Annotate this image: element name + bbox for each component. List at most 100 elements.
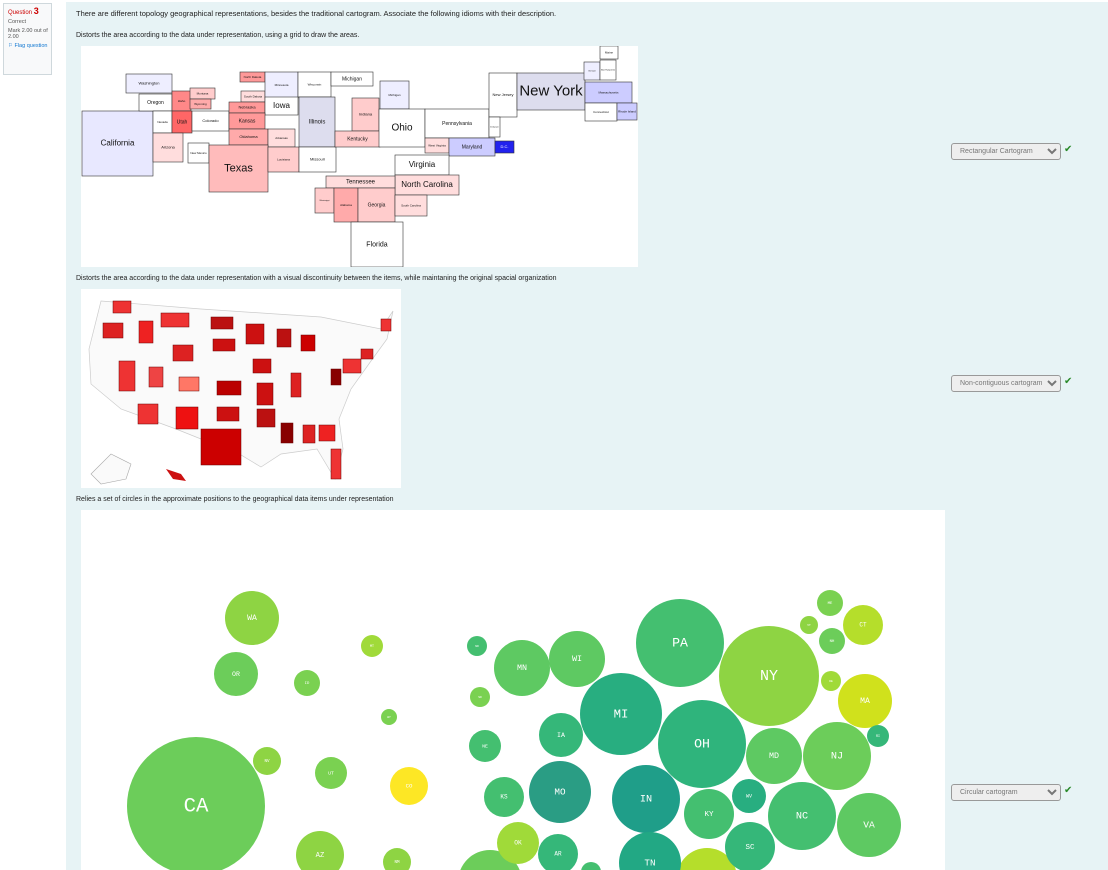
- state-shape: [212, 338, 236, 352]
- circular-cartogram-image: WA OR CA NV UT AZ ID MT WY CO NM ND SD NE KS OK MN WI IA MO…: [81, 510, 945, 870]
- state-label: North Carolina: [401, 180, 453, 189]
- state-label: NC: [796, 812, 808, 823]
- state-cell: [599, 59, 617, 81]
- state-cell: [394, 194, 428, 217]
- state-shape: [210, 316, 234, 330]
- grade: Mark 2.00 out of 2.00: [8, 28, 48, 40]
- state-cell: [379, 80, 410, 110]
- state-circle: [529, 761, 591, 823]
- state-label: KS: [500, 794, 508, 801]
- state-cell: [264, 96, 299, 116]
- state-circle: [725, 822, 775, 870]
- state-cell: [599, 46, 619, 60]
- state-cell: [298, 146, 337, 173]
- state-cell: [616, 102, 638, 121]
- description: Distorts the area according to the data …: [76, 275, 557, 282]
- state-circle: [494, 640, 550, 696]
- state-circle: [497, 822, 539, 864]
- state-circle: [867, 725, 889, 747]
- state-label: NJ: [831, 752, 843, 763]
- state-label: Illinois: [309, 120, 326, 126]
- state-label: Florida: [366, 241, 388, 248]
- correct-icon: ✔: [1064, 785, 1073, 796]
- state-label: Iowa: [273, 101, 290, 110]
- state-cell: [125, 73, 173, 94]
- state-label: South Dakota: [244, 94, 263, 98]
- state-label: Mississippi: [320, 200, 330, 202]
- state-cell: [488, 72, 518, 118]
- state-label: Connecticut: [593, 110, 609, 114]
- state-label: Tennessee: [346, 180, 376, 186]
- state-label: CA: [184, 795, 209, 818]
- state-label: California: [101, 139, 135, 148]
- state-label: D.C.: [501, 144, 509, 149]
- hawaii: [166, 469, 186, 481]
- state-label: NY: [760, 668, 778, 685]
- state-label: RI: [876, 734, 880, 738]
- state-shape: [318, 424, 336, 442]
- state-circle: [719, 626, 819, 726]
- correct-icon: ✔: [1064, 144, 1073, 155]
- state-label: OR: [232, 671, 240, 678]
- state-label: Vermont: [588, 70, 596, 73]
- state-label: NM: [394, 861, 400, 865]
- flag-text: Flag question: [14, 43, 48, 49]
- state-label: ID: [305, 682, 310, 686]
- state-label: Louisiana: [277, 157, 290, 161]
- state-label: Indiana: [359, 112, 373, 117]
- state-shape: [252, 358, 272, 374]
- answer-select[interactable]: Non-contiguous cartogram: [951, 375, 1061, 392]
- state-label: CO: [406, 783, 413, 790]
- alaska: [90, 453, 132, 485]
- state-circle: [225, 591, 279, 645]
- state-shape: [148, 366, 164, 388]
- state-label: Pennsylvania: [442, 121, 472, 127]
- state-circle: [390, 767, 428, 805]
- state-label: Arkansas: [275, 136, 288, 140]
- state-circle: [732, 779, 766, 813]
- state-cell: [488, 116, 501, 138]
- state-circle: [381, 709, 397, 725]
- state-label: Montana: [197, 91, 209, 95]
- state-label: AR: [554, 851, 562, 858]
- state-shape: [200, 428, 242, 466]
- state-label: Nevada: [157, 120, 168, 124]
- state-label: Oklahoma: [239, 134, 258, 139]
- flag-question[interactable]: ⚐ Flag question: [8, 43, 48, 49]
- state-shape: [178, 376, 200, 392]
- state-label: OK: [514, 840, 522, 847]
- number: 3: [33, 6, 39, 16]
- state-shape: [112, 300, 132, 314]
- state-label: OH: [694, 736, 710, 751]
- state-circle: [838, 674, 892, 728]
- state-shape: [256, 408, 276, 428]
- state-label: Michigan: [388, 93, 400, 97]
- state-label: CT: [859, 622, 867, 629]
- state-label: New Mexico: [190, 151, 207, 155]
- state-circle: [467, 636, 487, 656]
- state-circle: [746, 728, 802, 784]
- state-label: West Virginia: [428, 143, 446, 147]
- state-label: DE: [829, 680, 833, 683]
- state-label: North Dakota: [244, 75, 262, 79]
- state-shape: [118, 360, 136, 392]
- answer-select[interactable]: Rectangular Cartogram: [951, 143, 1061, 160]
- state-cell: [189, 98, 212, 110]
- state-circle: [581, 862, 601, 870]
- state-label: Idaho: [178, 99, 186, 103]
- state-shape: [330, 448, 342, 480]
- state-circle: [817, 590, 843, 616]
- answer-select[interactable]: Circular cartogram: [951, 784, 1061, 801]
- state-shape: [330, 368, 342, 386]
- state-circle: [469, 730, 501, 762]
- correct-icon: ✔: [1064, 376, 1073, 387]
- description: Relies a set of circles in the approxima…: [76, 496, 394, 503]
- state-circle: [127, 737, 265, 870]
- state-circle: [294, 670, 320, 696]
- state-circle: [383, 848, 411, 870]
- state-label: New York: [519, 82, 583, 99]
- state-shape: [342, 358, 362, 374]
- description: Distorts the area according to the data …: [76, 32, 360, 39]
- state-shape: [172, 344, 194, 362]
